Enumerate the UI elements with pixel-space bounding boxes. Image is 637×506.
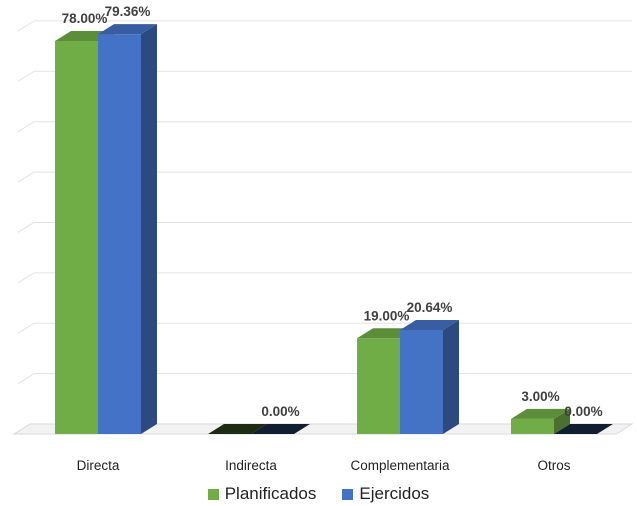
gridline-side <box>17 121 35 133</box>
legend-swatch-planificados <box>207 488 219 500</box>
category-labels: Directa Indirecta Complementaria Otros <box>77 458 571 473</box>
bar-top <box>251 424 310 434</box>
gridline-side <box>17 322 35 334</box>
bar-ejercidos-complementaria <box>400 320 459 434</box>
category-label-indirecta: Indirecta <box>225 458 277 473</box>
bar-chart: 78.00%79.36%0.00%19.00%20.64%3.00%0.00% … <box>12 4 634 473</box>
bar-side <box>554 408 570 434</box>
data-label-planificados-directa: 78.00% <box>62 11 108 26</box>
bar-front <box>400 330 443 434</box>
bar-top <box>554 424 613 434</box>
bar-planificados-indirecta <box>208 424 267 434</box>
data-label-ejercidos-indirecta: 0.00% <box>261 404 299 419</box>
category-label-directa: Directa <box>77 458 120 473</box>
gridline-side <box>17 171 35 183</box>
gridline-side <box>17 222 35 233</box>
category-label-otros: Otros <box>537 458 570 473</box>
bar-ejercidos-indirecta <box>251 424 310 434</box>
data-labels: 78.00%79.36% 0.00% 19.00%20.64% 3.00% 0.00% <box>62 4 603 419</box>
gridline-side <box>17 272 35 284</box>
bar-side <box>443 320 459 434</box>
data-label-planificados-complementaria: 19.00% <box>364 308 410 323</box>
bar-top <box>400 320 459 331</box>
gridline-side <box>17 70 35 82</box>
data-label-ejercidos-complementaria: 20.64% <box>407 300 453 315</box>
legend-label-ejercidos: Ejercidos <box>359 484 430 503</box>
data-label-ejercidos-otros: 0.00% <box>564 404 602 419</box>
bar-ejercidos-directa <box>98 24 157 434</box>
data-label-ejercidos-directa: 79.36% <box>105 4 151 19</box>
legend-item-planificados: Planificados <box>207 484 317 504</box>
legend-item-ejercidos: Ejercidos <box>342 484 429 504</box>
legend-label-planificados: Planificados <box>224 484 317 503</box>
bar-front <box>357 338 400 434</box>
bar-ejercidos-otros <box>554 424 613 434</box>
legend: Planificados Ejercidos <box>0 484 637 504</box>
bars <box>55 24 613 434</box>
bar-planificados-otros <box>511 408 570 434</box>
legend-swatch-ejercidos <box>342 488 354 500</box>
bar-top <box>208 424 267 434</box>
gridline-side <box>17 373 35 385</box>
bar-front <box>511 418 554 434</box>
bar-top <box>511 408 570 419</box>
bar-side <box>141 24 157 434</box>
bar-front <box>55 41 98 434</box>
gridline-side <box>17 20 35 32</box>
bar-front <box>98 34 141 434</box>
bar-top <box>98 24 157 35</box>
category-label-complementaria: Complementaria <box>350 458 450 473</box>
data-label-planificados-otros: 3.00% <box>521 389 559 404</box>
